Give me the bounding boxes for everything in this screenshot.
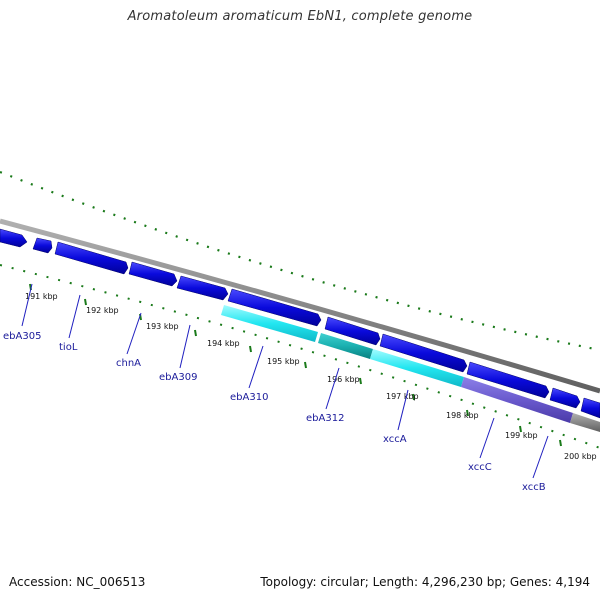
gc-content-inner-track [0,264,600,449]
gene-ebA309 [128,261,178,287]
gene-labels: ebA305 tioL chnA ebA309 ebA310 ebA312 xccA xccC… [3,331,546,493]
scale-tick [249,345,252,353]
gene-label: ebA305 [3,331,41,342]
backbone-arc [0,218,600,394]
gene-label: tioL [59,342,78,353]
tick-label: 197 kbp [386,392,419,401]
scale-tick [559,439,562,447]
scale-tick [359,377,362,385]
tick-label: 193 kbp [146,322,179,331]
scale-tick [466,409,469,417]
gene-leader-line [179,324,191,369]
gene-xccB-fwd [549,387,581,409]
gene-label: xccC [468,462,492,473]
reverse-strand-genes [221,305,600,432]
scale-tick [412,393,415,401]
tick-label: 200 kbp [564,452,597,461]
gene-label: xccA [383,434,407,445]
gene-xccB-gray [570,413,600,432]
gene-ebA310-rev [221,305,318,342]
genome-summary-text: Topology: circular; Length: 4,296,230 bp… [260,575,590,589]
gene-ebA312-rev-dark [318,333,373,359]
tick-label: 191 kbp [25,292,58,301]
gene-next [580,397,600,419]
gene-label: ebA310 [230,392,268,403]
gene-leader-line [479,417,495,459]
gene-chnA [54,241,129,275]
tick-label: 196 kbp [327,375,360,384]
tick-label: 199 kbp [505,431,538,440]
gene-label-leaders [21,283,549,479]
gene-label: xccB [522,482,546,493]
map-title: Aromatoleum aromaticum EbN1, complete ge… [127,9,473,24]
gene-xccC-purple [461,377,573,423]
gene-label: chnA [116,358,141,369]
gene-ebA312-fwd [324,316,381,346]
gene-leader-line [126,312,142,355]
tick-label: 194 kbp [207,339,240,348]
forward-strand-genes [0,228,600,419]
tick-label: 198 kbp [446,411,479,420]
gene-leader-line [248,345,264,389]
tick-label: 195 kbp [267,357,300,366]
scale-tick [84,298,87,306]
scale-tick [304,361,307,369]
gene-label: ebA309 [159,372,197,383]
gene-ebA311 [227,288,322,327]
gene-leader-line [21,283,33,327]
gene-leader-line [325,367,340,410]
gene-label: ebA312 [306,413,344,424]
scale-tick [194,329,197,337]
gene-leader-line [532,435,549,479]
gene-leader-line [68,294,81,339]
gene-ebA310-fwd [176,275,229,301]
gene-leader-line [397,389,409,431]
scale-tick-labels: 191 kbp 192 kbp 193 kbp 194 kbp 195 kbp 196 k… [25,292,597,461]
tick-label: 192 kbp [86,306,119,315]
accession-text: Accession: NC_006513 [9,575,146,589]
gene-xccA-rev [370,349,464,387]
gene-ebA305 [0,228,28,248]
gene-xccA-fwd [379,333,468,373]
gene-tioL [32,237,53,254]
gene-xccC-fwd [466,361,550,399]
scale-tick [519,425,522,433]
gc-skew-outer-track [0,170,600,352]
